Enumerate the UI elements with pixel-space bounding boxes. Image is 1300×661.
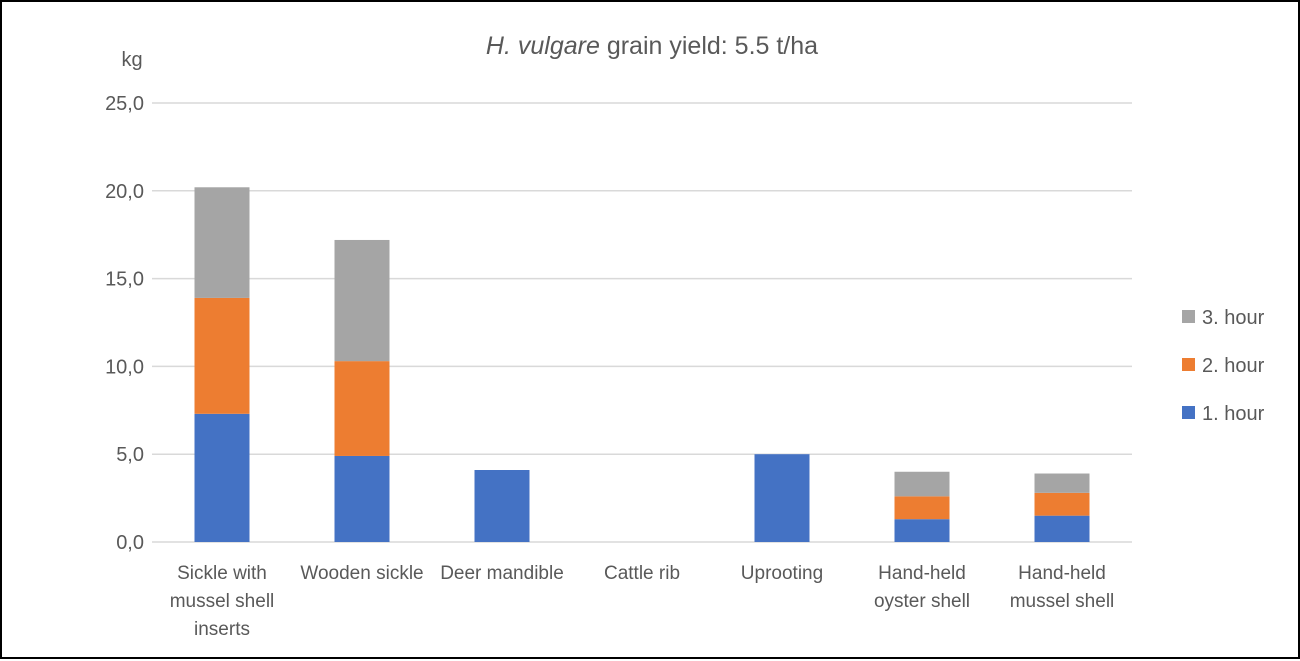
bar-segment (474, 470, 530, 542)
chart-title: H. vulgare grain yield: 5.5 t/ha (486, 32, 818, 60)
y-tick-label: 25,0 (105, 93, 144, 115)
x-tick-label: Hand-held (878, 563, 966, 584)
x-tick-label: oyster shell (874, 591, 970, 612)
y-tick-label: 5,0 (116, 444, 144, 466)
x-tick-label: mussel shell (1010, 591, 1115, 612)
bar-segment (894, 519, 950, 542)
x-tick-label: mussel shell (170, 591, 275, 612)
chart-title-italic: H. vulgare (486, 32, 600, 60)
x-tick-label: inserts (194, 619, 250, 640)
y-tick-label: 0,0 (116, 532, 144, 554)
bar-segment (894, 471, 950, 497)
bar-segment (334, 455, 390, 542)
bar-segment (194, 297, 250, 414)
bar-segment (1034, 492, 1090, 516)
x-tick-label: Cattle rib (604, 563, 680, 584)
legend-swatch (1182, 358, 1195, 371)
x-tick-label: Wooden sickle (300, 563, 423, 584)
y-axis-label: kg (121, 49, 142, 71)
x-tick-label: Sickle with (177, 563, 267, 584)
y-tick-label: 20,0 (105, 181, 144, 203)
chart-title-rest: grain yield: 5.5 t/ha (600, 32, 818, 60)
x-tick-label: Hand-held (1018, 563, 1106, 584)
legend-swatch (1182, 406, 1195, 419)
legend-swatch (1182, 310, 1195, 323)
bar-segment (754, 454, 810, 542)
bar-segment (334, 239, 390, 362)
legend-label: 3. hour (1202, 307, 1265, 329)
bar-segment (1034, 473, 1090, 493)
x-tick-label: Deer mandible (440, 563, 564, 584)
bar-segment (334, 361, 390, 456)
y-tick-label: 10,0 (105, 356, 144, 378)
legend-label: 2. hour (1202, 355, 1265, 377)
bar-segment (194, 413, 250, 542)
y-tick-label: 15,0 (105, 269, 144, 291)
legend-label: 1. hour (1202, 403, 1265, 425)
bar-segment (894, 496, 950, 520)
bar-segment (194, 187, 250, 298)
x-tick-label: Uprooting (741, 563, 823, 584)
bar-segment (1034, 515, 1090, 542)
